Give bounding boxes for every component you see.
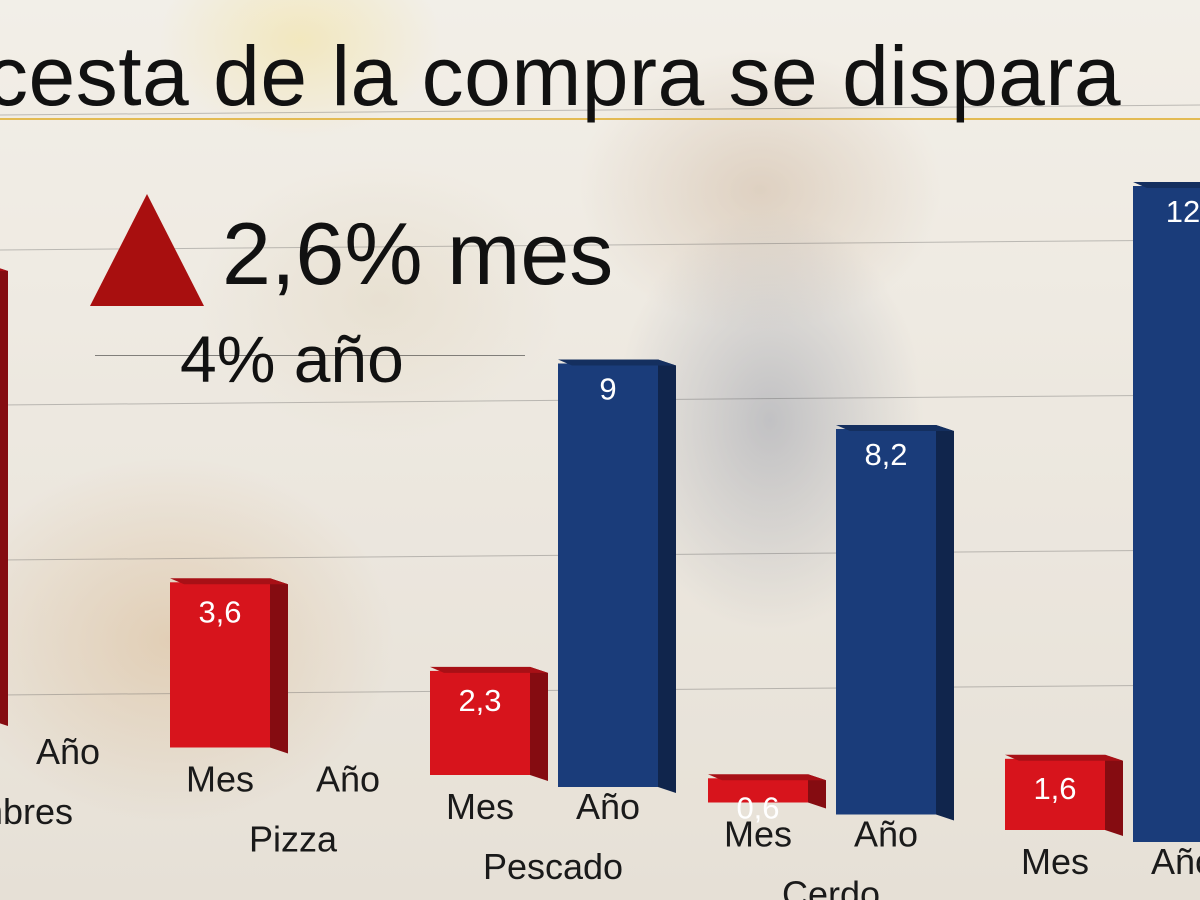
ano-axis-label: Año bbox=[576, 786, 640, 827]
mes-axis-label: Mes bbox=[186, 759, 254, 800]
mes-value-label: 3,6 bbox=[198, 594, 241, 629]
yearly-change-headline: 4% año bbox=[180, 322, 404, 396]
mes-axis-label: Mes bbox=[1021, 841, 1089, 882]
mes-bar bbox=[708, 774, 826, 809]
ano-bar bbox=[558, 359, 676, 793]
ano-axis-label: Año bbox=[1151, 841, 1200, 882]
mes-value-label: 0,6 bbox=[736, 790, 779, 825]
category-label: Pescado bbox=[483, 846, 623, 887]
category-label: Pizza bbox=[249, 819, 338, 860]
ano-axis-label: Año bbox=[316, 759, 380, 800]
ano-value-label: 8,2 bbox=[864, 437, 907, 472]
ano-bar bbox=[1133, 182, 1200, 842]
category-label: umbres bbox=[0, 791, 73, 832]
category-label: Cerdo bbox=[782, 874, 880, 900]
monthly-change-headline: 2,6% mes bbox=[222, 204, 614, 303]
ano-value-label: 12 bbox=[1166, 194, 1200, 229]
ano-bar bbox=[836, 425, 954, 821]
ano-axis-label: Año bbox=[36, 731, 100, 772]
mes-bar bbox=[170, 578, 288, 754]
mes-bar bbox=[430, 666, 548, 781]
ano-axis-label: Año bbox=[854, 814, 918, 855]
gridline bbox=[0, 104, 1200, 116]
mes-bar bbox=[1005, 754, 1123, 836]
mes-axis-label: Mes bbox=[724, 814, 792, 855]
mes-value-label: 1,6 bbox=[1033, 771, 1076, 806]
mes-bar bbox=[0, 268, 8, 726]
title-underline bbox=[0, 118, 1200, 120]
up-triangle-icon bbox=[90, 194, 204, 306]
gridline bbox=[0, 239, 1200, 251]
mes-axis-label: Mes bbox=[446, 786, 514, 827]
ano-value-label: 9 bbox=[599, 372, 616, 407]
headline-divider bbox=[95, 355, 525, 356]
mes-value-label: 2,3 bbox=[458, 683, 501, 718]
chart-title: cesta de la compra se dispara bbox=[0, 29, 1122, 123]
